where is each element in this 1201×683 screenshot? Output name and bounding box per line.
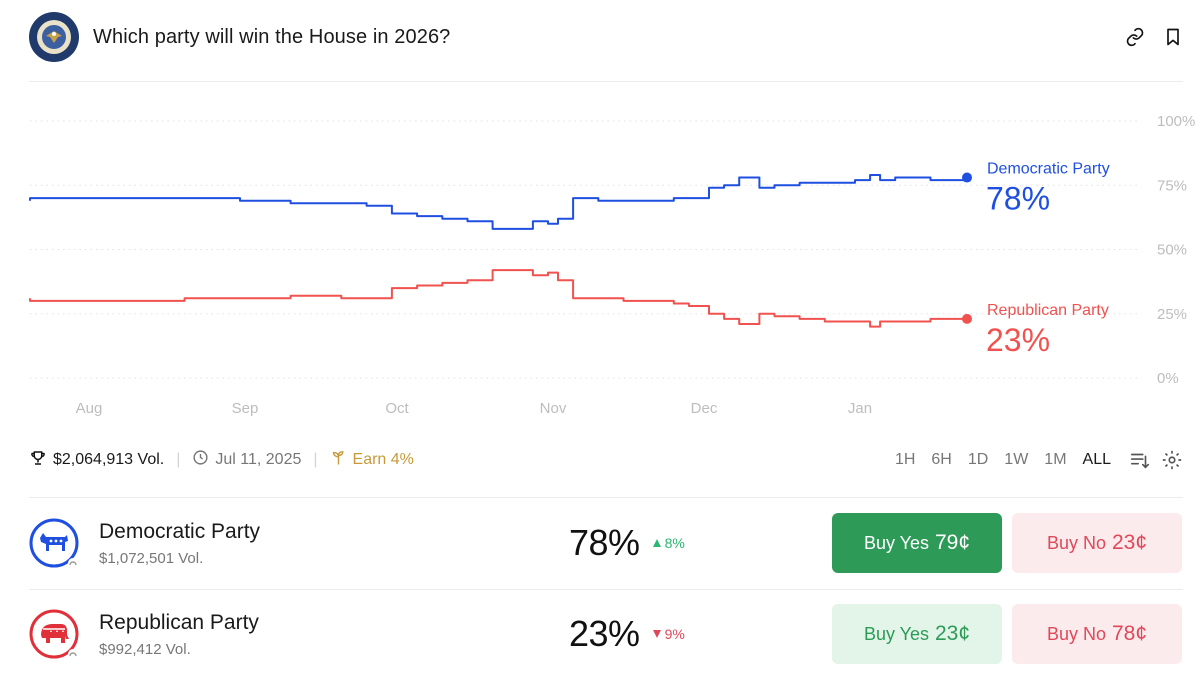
market-volume: $992,412 Vol. bbox=[99, 640, 191, 658]
clock-icon bbox=[192, 449, 209, 471]
buy-yes-button[interactable]: Buy Yes 79¢ bbox=[832, 513, 1002, 573]
x-tick-label: Nov bbox=[540, 400, 567, 417]
x-tick-label: Aug bbox=[76, 400, 103, 417]
market-row-democratic[interactable]: Democratic Party $1,072,501 Vol. 78% 8% … bbox=[29, 512, 1183, 574]
series-line-republican bbox=[29, 269, 967, 328]
buy-no-button[interactable]: Buy No 23¢ bbox=[1012, 513, 1182, 573]
trophy-icon bbox=[29, 449, 47, 472]
triangle-up-icon bbox=[652, 535, 662, 551]
separator: | bbox=[176, 451, 181, 468]
sort-icon[interactable] bbox=[1129, 449, 1151, 471]
gear-icon[interactable] bbox=[1161, 449, 1183, 471]
market-percent: 78% bbox=[569, 522, 640, 563]
start-date-text: Jul 11, 2025 bbox=[215, 451, 302, 468]
y-tick-label: 75% bbox=[1157, 177, 1187, 194]
y-tick-label: 100% bbox=[1157, 113, 1195, 130]
buy-yes-button[interactable]: Buy Yes 23¢ bbox=[832, 604, 1002, 664]
page-title: Which party will win the House in 2026? bbox=[93, 25, 451, 48]
x-tick-label: Oct bbox=[385, 400, 409, 417]
series-end-dot bbox=[962, 313, 972, 324]
market-header: Which party will win the House in 2026? bbox=[29, 12, 1183, 62]
range-1d[interactable]: 1D bbox=[967, 451, 989, 468]
total-volume-text: $2,064,913 Vol. bbox=[53, 451, 165, 468]
range-6h[interactable]: 6H bbox=[931, 451, 952, 468]
buy-no-button[interactable]: Buy No 78¢ bbox=[1012, 604, 1182, 664]
link-icon[interactable] bbox=[1125, 27, 1145, 47]
market-info-bar: $2,064,913 Vol. | Jul 11, 2025 | Earn 4%… bbox=[29, 446, 1183, 474]
buy-yes-label: Buy Yes bbox=[863, 623, 929, 644]
divider bbox=[29, 589, 1183, 590]
market-name: Democratic Party bbox=[99, 519, 261, 543]
divider bbox=[29, 497, 1183, 498]
buy-yes-price: 79¢ bbox=[935, 531, 971, 554]
total-volume: $2,064,913 Vol. bbox=[29, 449, 164, 472]
time-range-selector: 1H 6H 1D 1W 1M ALL bbox=[887, 449, 1183, 471]
change-up: 8% bbox=[652, 535, 685, 551]
y-tick-label: 0% bbox=[1157, 370, 1179, 387]
change-down: 9% bbox=[652, 626, 685, 642]
start-date: Jul 11, 2025 bbox=[192, 449, 301, 471]
x-tick-label: Sep bbox=[232, 400, 259, 417]
change-value: 9% bbox=[664, 626, 685, 642]
us-house-seal-icon bbox=[29, 12, 79, 62]
y-tick-label: 25% bbox=[1157, 306, 1187, 323]
earn-link[interactable]: Earn 4% bbox=[330, 449, 414, 471]
market-percent: 23% bbox=[569, 613, 640, 654]
x-tick-label: Dec bbox=[691, 400, 718, 417]
change-value: 8% bbox=[664, 535, 685, 551]
series-value-label: 23% bbox=[986, 322, 1050, 358]
separator: | bbox=[313, 451, 318, 468]
market-volume: $1,072,501 Vol. bbox=[99, 549, 204, 567]
series-end-dot bbox=[962, 172, 972, 183]
range-1m[interactable]: 1M bbox=[1044, 451, 1067, 468]
series-name-label: Republican Party bbox=[987, 302, 1109, 319]
market-row-republican[interactable]: Republican Party $992,412 Vol. 23% 9% Bu… bbox=[29, 603, 1183, 665]
series-line-democratic bbox=[29, 174, 968, 230]
series-value-label: 78% bbox=[986, 181, 1050, 217]
y-tick-label: 50% bbox=[1157, 242, 1187, 259]
democratic-donkey-icon bbox=[29, 518, 79, 568]
buy-yes-price: 23¢ bbox=[935, 622, 971, 645]
bookmark-icon[interactable] bbox=[1163, 27, 1183, 47]
earn-text: Earn 4% bbox=[352, 451, 414, 468]
series-name-label: Democratic Party bbox=[987, 161, 1110, 178]
buy-yes-label: Buy Yes bbox=[863, 532, 929, 553]
buy-no-price: 23¢ bbox=[1111, 531, 1148, 554]
range-1w[interactable]: 1W bbox=[1004, 451, 1029, 468]
republican-elephant-icon bbox=[29, 609, 79, 659]
price-history-chart[interactable]: 100% 75% 50% 25% 0% Aug Sep Oct Nov Dec Jan Democra… bbox=[0, 100, 1201, 430]
buy-no-label: Buy No bbox=[1046, 532, 1106, 553]
triangle-down-icon bbox=[652, 626, 662, 642]
x-tick-label: Jan bbox=[848, 400, 872, 417]
sprout-icon bbox=[330, 449, 347, 471]
buy-no-label: Buy No bbox=[1046, 623, 1106, 644]
market-name: Republican Party bbox=[99, 610, 259, 634]
buy-no-price: 78¢ bbox=[1111, 622, 1148, 645]
range-1h[interactable]: 1H bbox=[894, 451, 916, 468]
range-all[interactable]: ALL bbox=[1082, 451, 1111, 468]
divider bbox=[29, 81, 1183, 82]
